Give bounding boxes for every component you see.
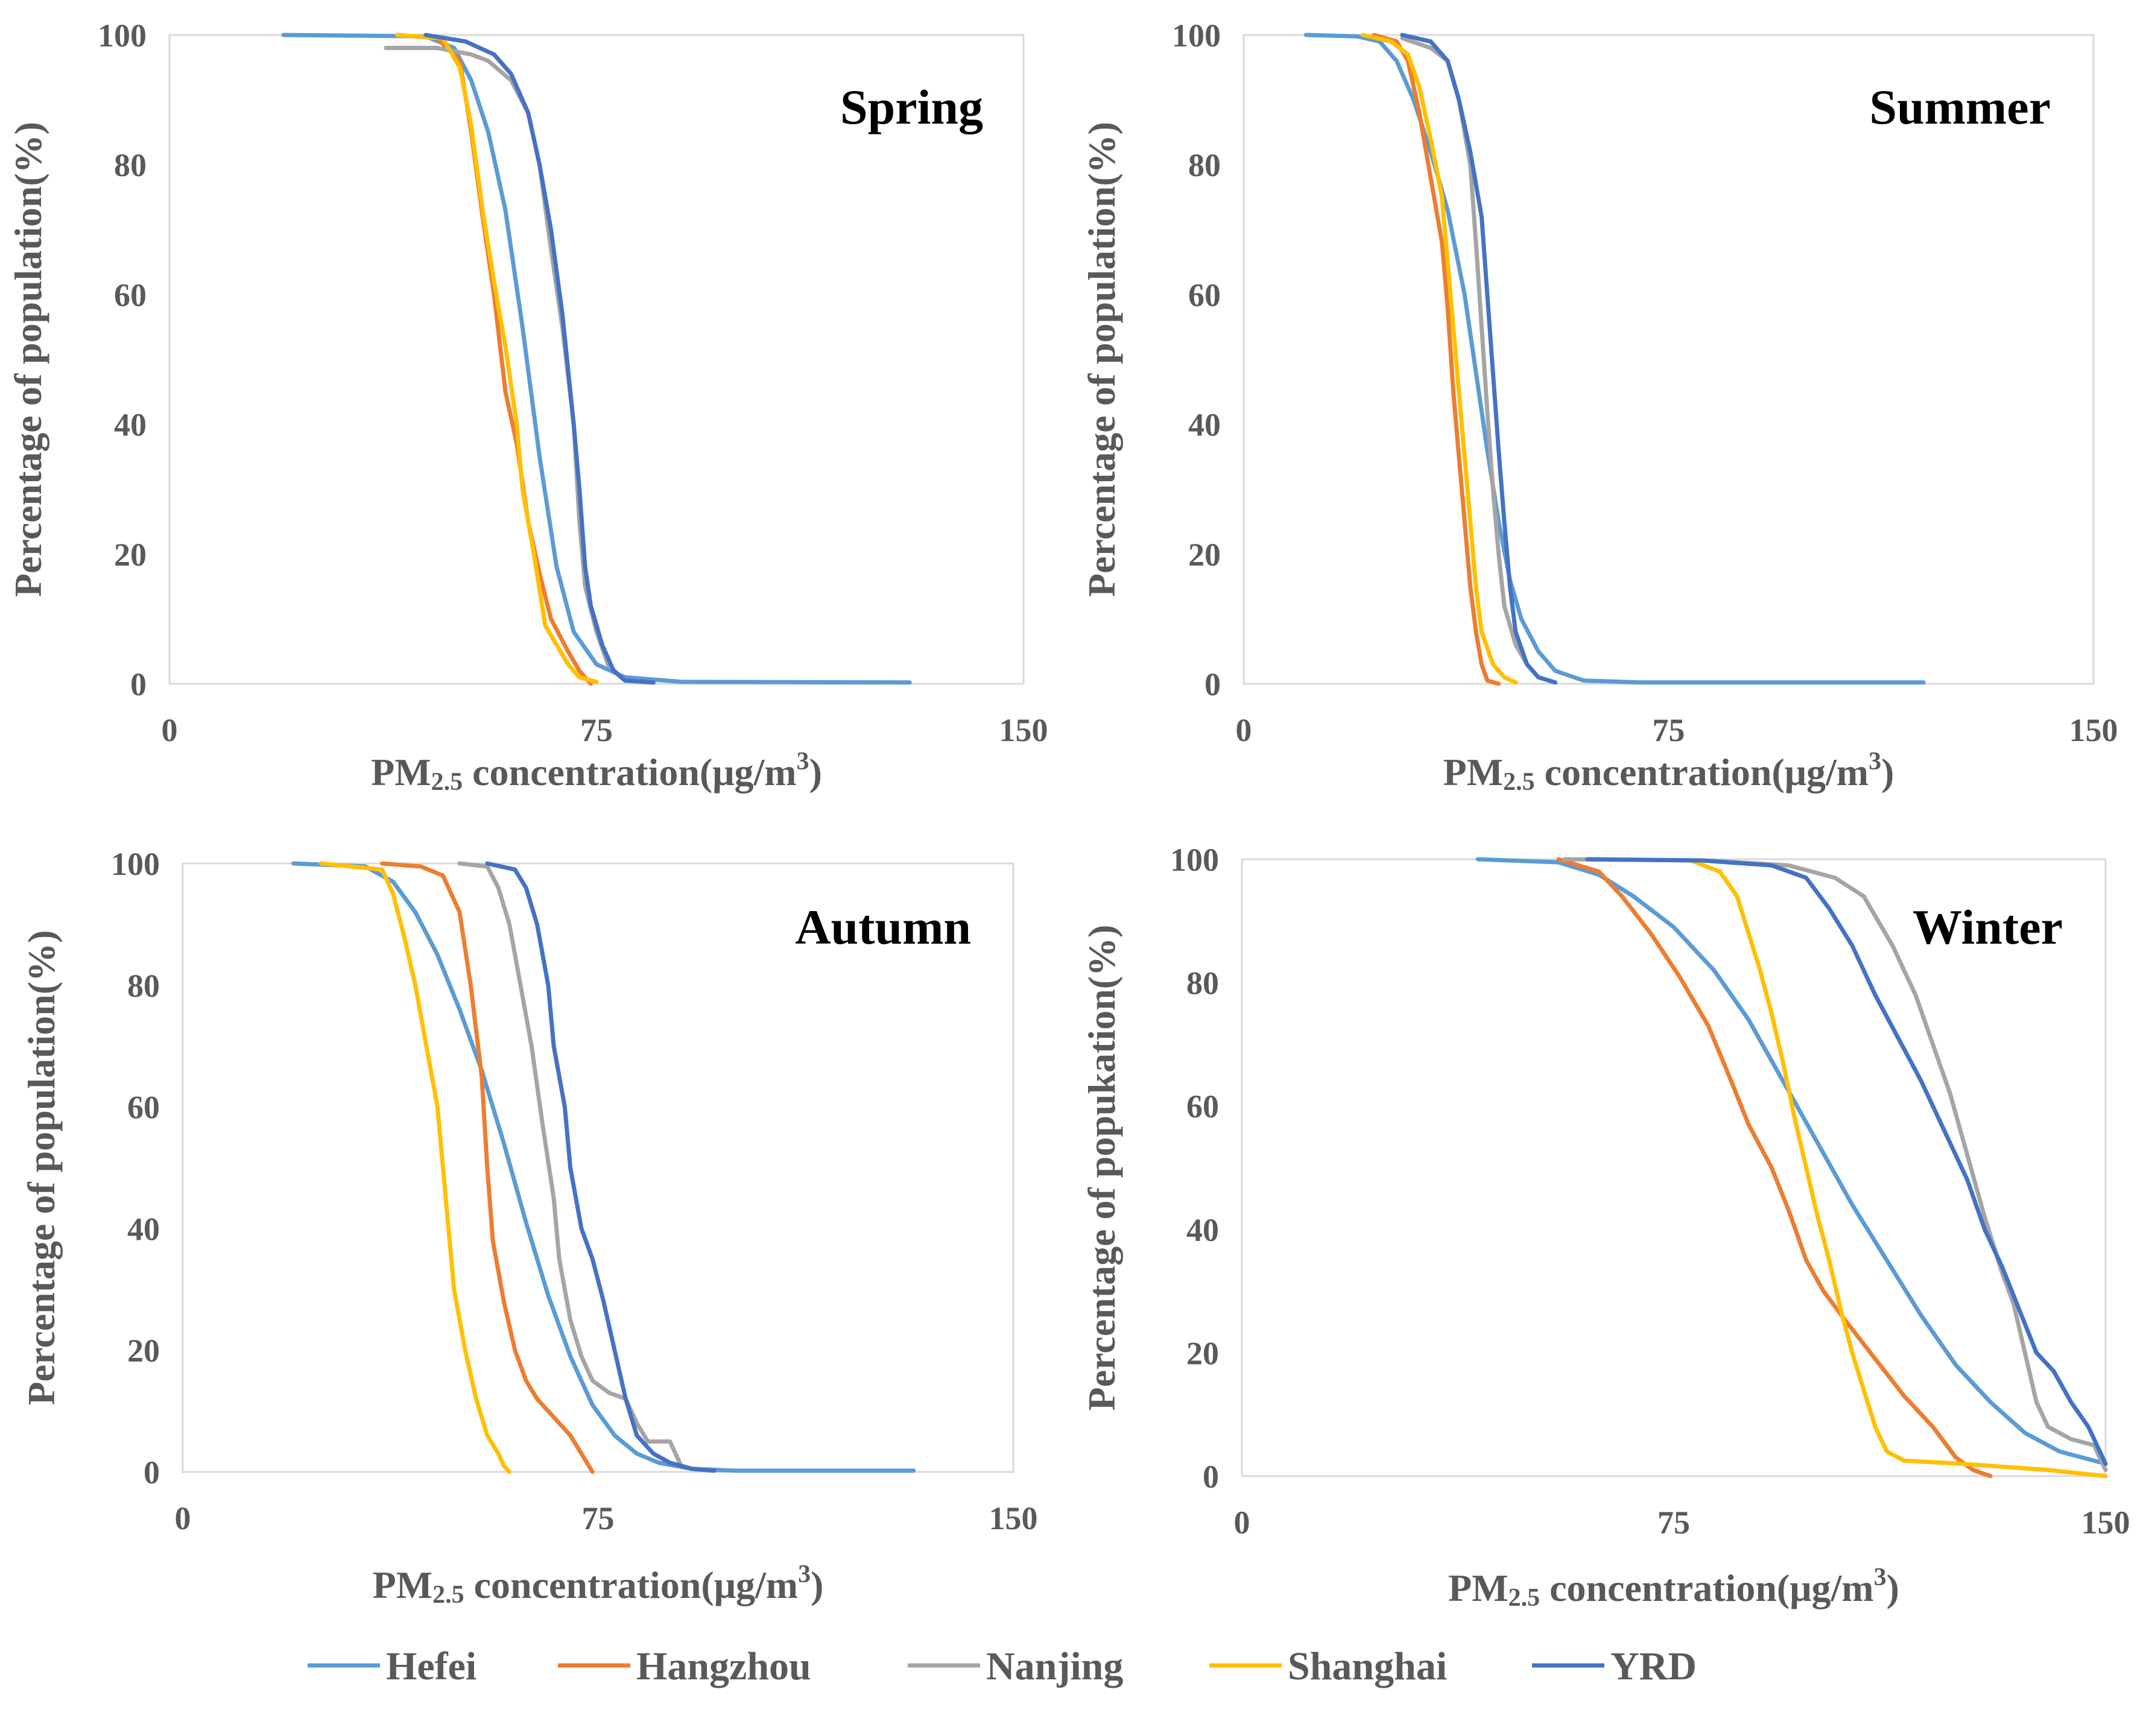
x-tick-label: 150 [2069, 712, 2118, 748]
x-tick-label: 0 [1236, 712, 1252, 748]
legend-item-hangzhou: Hangzhou [558, 1644, 811, 1688]
panel-summer: 0 20 40 60 80 100 0 75 150 Summer PM2.5 concentrat… [1080, 17, 2118, 796]
y-tick-label: 0 [130, 666, 147, 702]
chart-title: Winter [1913, 900, 2063, 955]
y-axis-label: Percentage of population(%) [7, 122, 49, 597]
chart-title: Autumn [795, 900, 971, 955]
y-tick-label: 80 [127, 968, 160, 1004]
series-line-nanjing [1562, 857, 2108, 1472]
x-tick-label: 75 [1653, 712, 1685, 748]
legend-item-hefei: Hefei [308, 1644, 476, 1688]
y-tick-label: 20 [1188, 537, 1221, 573]
y-axis-label: Percentage of population(%) [20, 930, 63, 1405]
x-tick-label: 150 [2081, 1504, 2130, 1541]
series-line-yrd [1585, 857, 2108, 1466]
chart-title: Summer [1869, 80, 2051, 134]
y-tick-label: 0 [1203, 1459, 1219, 1495]
y-tick-label: 60 [127, 1090, 160, 1126]
legend-item-shanghai: Shanghai [1209, 1644, 1447, 1688]
x-tick-label: 150 [999, 712, 1048, 748]
y-tick-label: 100 [111, 846, 160, 882]
series-line-hefei [1303, 33, 1926, 685]
y-tick-label: 20 [1186, 1335, 1219, 1371]
y-tick-label: 100 [1172, 17, 1221, 54]
series-line-shanghai [395, 33, 599, 684]
y-tick-label: 100 [1170, 842, 1219, 878]
legend-item-nanjing: Nanjing [908, 1644, 1123, 1688]
x-tick-label: 0 [162, 712, 178, 748]
legend-label: Hangzhou [636, 1644, 811, 1688]
y-tick-label: 80 [1186, 965, 1219, 1002]
series-line-hefei [291, 861, 916, 1473]
legend-label: Hefei [386, 1644, 476, 1688]
x-tick-label: 75 [1657, 1504, 1690, 1541]
plot-area [182, 862, 1014, 1473]
series-line-hefei [1475, 857, 2108, 1466]
series-line-shanghai [1360, 33, 1518, 685]
y-tick-label: 40 [1188, 407, 1221, 443]
y-axis-label: Percentage of popukation(%) [1080, 925, 1123, 1411]
x-tick-label: 75 [582, 1500, 615, 1536]
y-tick-label: 60 [1186, 1088, 1219, 1125]
y-tick-label: 100 [98, 17, 147, 54]
legend-label: Shanghai [1288, 1644, 1447, 1688]
series-line-yrd [485, 861, 717, 1473]
panel-winter: 0 20 40 60 80 100 0 75 150 Winter PM2.5 concentrat… [1080, 842, 2130, 1612]
x-tick-label: 75 [580, 712, 613, 748]
y-tick-label: 40 [1186, 1212, 1219, 1248]
x-axis-label: PM2.5 concentration(μg/m3) [373, 1561, 824, 1609]
series-line-yrd [423, 33, 656, 685]
y-tick-label: 80 [1188, 147, 1221, 183]
y-tick-label: 20 [127, 1333, 160, 1369]
series-line-hangzhou [1372, 33, 1501, 686]
series-line-hangzhou [380, 861, 595, 1474]
series-line-nanjing [457, 861, 695, 1471]
series-line-nanjing [384, 46, 656, 685]
y-tick-label: 20 [114, 537, 147, 573]
series-line-hangzhou [1556, 857, 1993, 1479]
x-tick-label: 150 [989, 1500, 1038, 1536]
y-tick-label: 0 [144, 1454, 160, 1491]
x-tick-label: 0 [1234, 1504, 1250, 1541]
x-tick-label: 0 [175, 1500, 191, 1536]
y-tick-label: 80 [114, 147, 147, 183]
series-line-shanghai [319, 861, 512, 1474]
chart-title: Spring [840, 80, 983, 134]
y-tick-label: 0 [1204, 666, 1221, 702]
y-tick-label: 40 [127, 1211, 160, 1247]
legend: Hefei Hangzhou Nanjing Shanghai YRD [308, 1644, 1697, 1688]
panel-autumn: 0 20 40 60 80 100 0 75 150 Autumn PM2.5 concentrat… [20, 846, 1038, 1609]
legend-label: Nanjing [986, 1644, 1123, 1688]
series-line-yrd [1400, 33, 1558, 685]
y-tick-label: 60 [114, 277, 147, 313]
panel-spring: 0 20 40 60 80 100 0 75 150 Spring PM2.5 concentrat… [7, 17, 1048, 796]
x-axis-label: PM2.5 concentration(μg/m3) [371, 748, 822, 796]
x-axis-label: PM2.5 concentration(μg/m3) [1448, 1564, 1899, 1612]
x-axis-label: PM2.5 concentration(μg/m3) [1443, 748, 1894, 796]
y-tick-label: 40 [114, 407, 147, 443]
legend-label: YRD [1610, 1644, 1697, 1688]
legend-item-yrd: YRD [1532, 1644, 1697, 1688]
series-line-shanghai [1597, 857, 2108, 1479]
series-line-hefei [281, 33, 912, 685]
y-axis-label: Percentage of population(%) [1080, 122, 1123, 597]
y-tick-label: 60 [1188, 277, 1221, 313]
